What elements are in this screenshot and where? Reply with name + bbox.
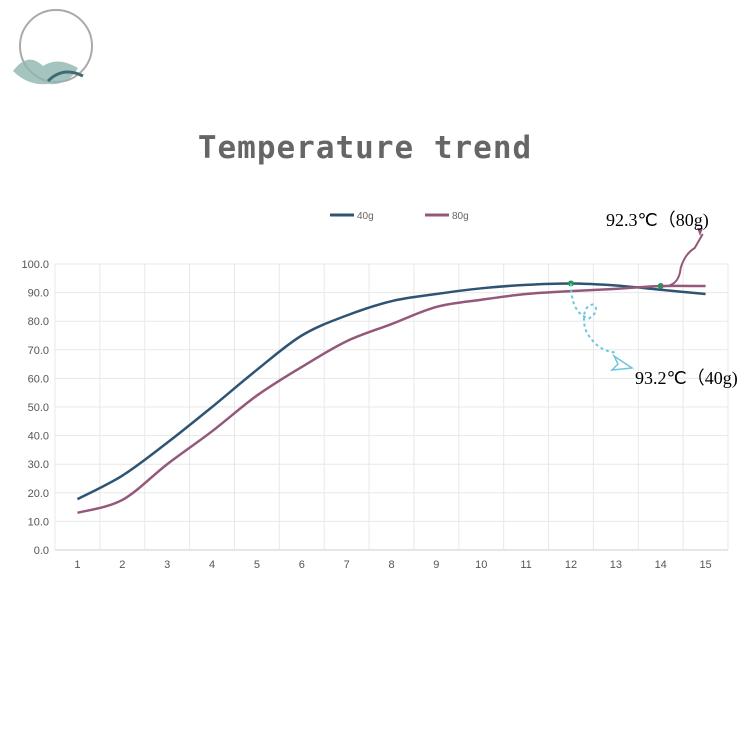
y-tick-label: 10.0 [28,516,49,528]
x-tick-label: 3 [164,559,170,571]
x-tick-label: 1 [74,559,80,571]
annotation-arrow-80g [660,233,704,288]
series-line-40g [76,282,706,501]
legend-label-80g: 80g [452,211,469,222]
y-tick-label: 80.0 [28,316,49,328]
chart-title: Temperature trend [197,130,533,166]
x-tick-label: 12 [565,559,577,571]
y-tick-label: 60.0 [28,373,49,385]
x-tick-label: 4 [209,559,215,571]
logo-icon [13,9,93,85]
y-tick-label: 40.0 [28,431,49,443]
x-tick-label: 13 [610,559,622,571]
y-tick-label: 0.0 [34,545,49,557]
annotation-arrow-40g [569,283,616,354]
y-tick-label: 70.0 [28,345,49,357]
x-tick-label: 10 [475,559,487,571]
x-tick-label: 2 [119,559,125,571]
y-tick-label: 30.0 [28,459,49,471]
x-tick-label: 6 [299,559,305,571]
x-tick-label: 9 [433,559,439,571]
annotation-40g: 93.2℃（40g) [635,368,738,388]
annotation-80g: 92.3℃（80g) [606,210,709,230]
x-tick-label: 8 [388,559,394,571]
x-tick-label: 7 [344,559,350,571]
y-tick-label: 50.0 [28,402,49,414]
series-line-80g [77,284,706,515]
x-tick-label: 11 [520,559,531,571]
arrowhead-icon [609,353,635,371]
x-tick-label: 14 [655,559,667,571]
y-tick-label: 100.0 [21,259,49,271]
y-tick-label: 20.0 [28,488,49,500]
arrowhead-icon [697,228,703,236]
x-tick-label: 15 [699,559,711,571]
x-tick-label: 5 [254,559,260,571]
y-tick-label: 90.0 [28,288,49,300]
legend-label-40g: 40g [357,211,374,222]
